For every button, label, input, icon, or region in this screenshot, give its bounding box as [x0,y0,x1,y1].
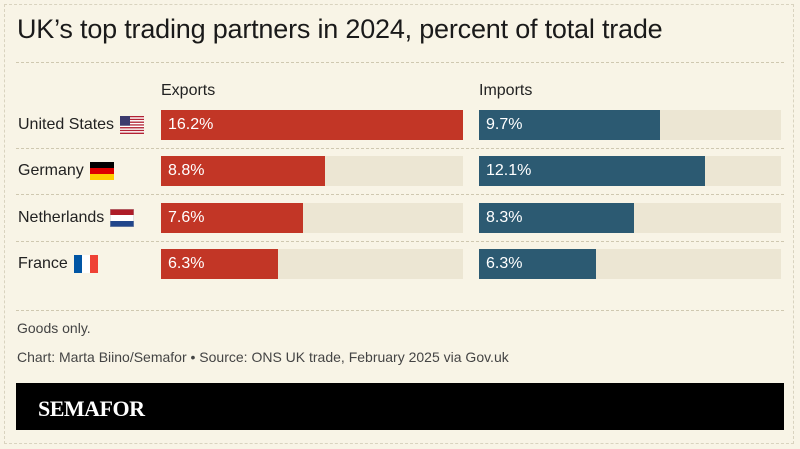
exports-bar: 7.6% [161,203,303,233]
netherlands-flag-icon [110,209,135,227]
row-label: Netherlands [18,203,135,233]
imports-value-label: 9.7% [486,116,523,133]
row-label-text: France [18,255,68,272]
imports-bar: 9.7% [479,110,660,140]
exports-value-label: 16.2% [168,116,214,133]
row-label-text: United States [18,116,115,133]
exports-track: 8.8% [161,156,463,186]
france-flag-icon [73,255,98,273]
imports-value-label: 6.3% [486,255,523,272]
imports-bar: 8.3% [479,203,634,233]
imports-value-label: 12.1% [486,162,532,179]
scope-note: Goods only. [17,320,91,336]
exports-value-label: 7.6% [168,209,205,226]
germany-flag-icon [89,162,114,180]
exports-bar: 8.8% [161,156,325,186]
exports-value-label: 6.3% [168,255,205,272]
imports-bar: 6.3% [479,249,596,279]
exports-track: 16.2% [161,110,463,140]
exports-value-label: 8.8% [168,162,205,179]
row-divider [16,194,784,195]
divider-top [16,62,784,63]
imports-track: 12.1% [479,156,781,186]
brand-footer: SEMAFOR [16,383,784,430]
imports-value-label: 8.3% [486,209,523,226]
us-flag-icon [120,116,145,134]
imports-bar: 12.1% [479,156,705,186]
row-divider [16,241,784,242]
exports-column-header: Exports [161,82,216,99]
divider-bottom [16,310,784,311]
row-label: Germany [18,156,114,186]
source-credit: Chart: Marta Biino/Semafor • Source: ONS… [17,349,509,365]
exports-bar: 6.3% [161,249,278,279]
chart-frame [4,4,794,444]
exports-track: 7.6% [161,203,463,233]
imports-column-header: Imports [479,82,533,99]
imports-track: 6.3% [479,249,781,279]
exports-bar: 16.2% [161,110,463,140]
imports-track: 9.7% [479,110,781,140]
exports-track: 6.3% [161,249,463,279]
row-label: United States [18,110,145,140]
row-label-text: Germany [18,162,84,179]
row-label: France [18,249,98,279]
semafor-logo: SEMAFOR [38,396,145,421]
row-label-text: Netherlands [18,209,105,226]
imports-track: 8.3% [479,203,781,233]
chart-title: UK’s top trading partners in 2024, perce… [17,14,663,44]
row-divider [16,148,784,149]
